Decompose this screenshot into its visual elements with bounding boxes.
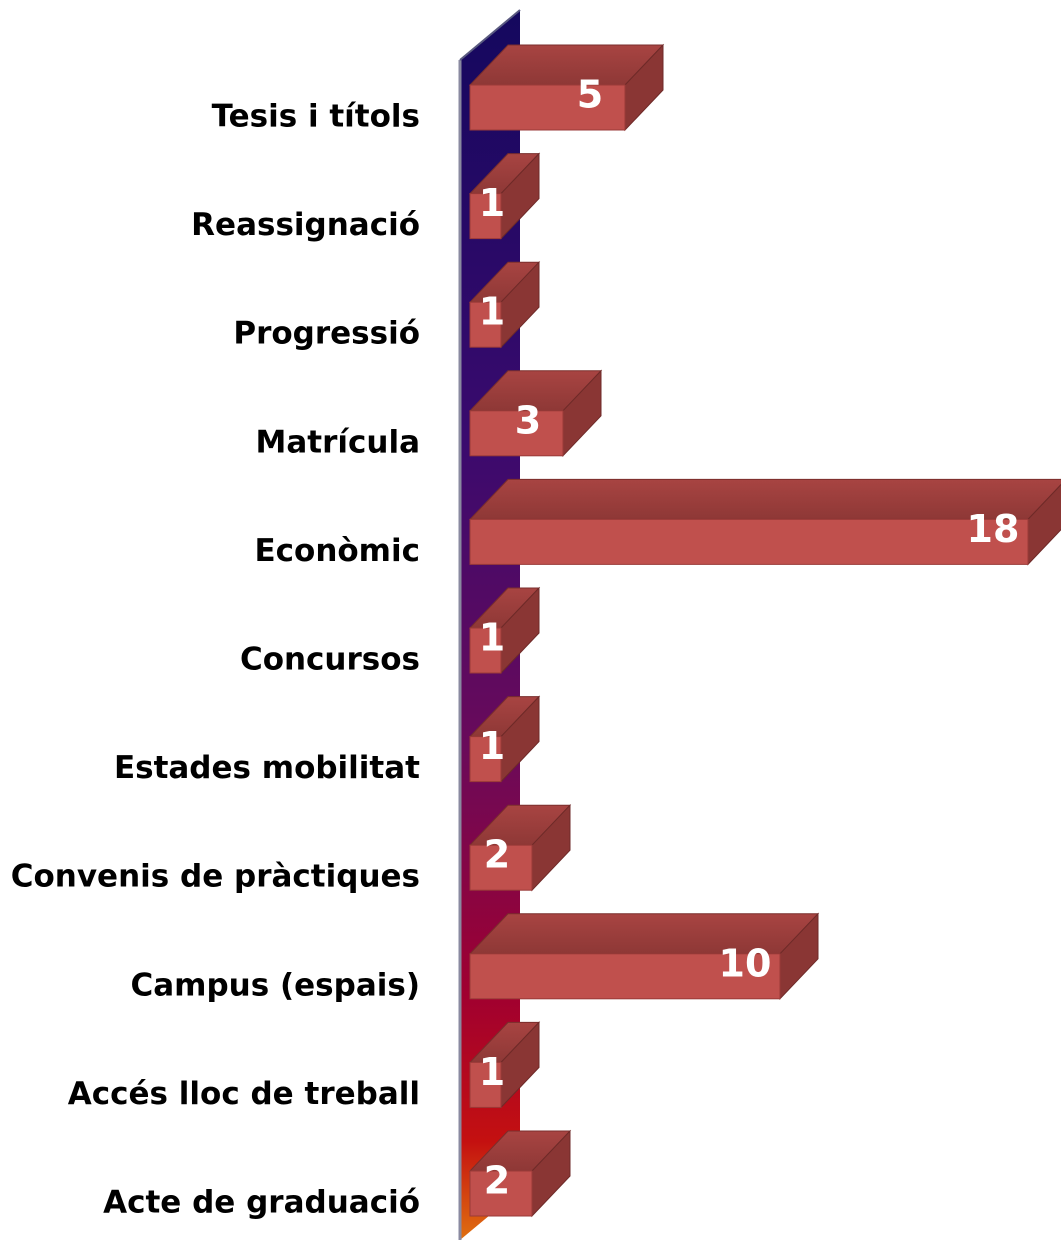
- category-label: Accés lloc de treball: [68, 1076, 420, 1112]
- bar: [469, 193, 502, 240]
- data-label: 5: [577, 73, 603, 117]
- category-label: Progressió: [233, 316, 420, 352]
- bar: [469, 627, 502, 674]
- bar: [469, 736, 502, 783]
- bar: [469, 301, 502, 348]
- data-label: 18: [967, 507, 1020, 551]
- category-label: Matrícula: [256, 424, 421, 460]
- wall-edge: [459, 9, 521, 61]
- category-label: Econòmic: [254, 533, 420, 569]
- bar: [469, 953, 781, 1000]
- bar: [469, 844, 533, 891]
- category-label: Acte de graduació: [103, 1185, 420, 1221]
- category-label: Tesis i títols: [212, 99, 420, 135]
- data-label: 1: [479, 1050, 505, 1094]
- bar: [469, 1061, 502, 1108]
- category-label: Reassignació: [191, 207, 420, 243]
- category-label: Estades mobilitat: [114, 750, 420, 786]
- data-label: 3: [515, 398, 541, 442]
- bar: [469, 84, 626, 131]
- data-label: 10: [719, 941, 772, 985]
- data-label: 1: [479, 181, 505, 225]
- data-label: 1: [479, 290, 505, 334]
- bar: [469, 410, 564, 457]
- category-label: Campus (espais): [131, 967, 420, 1003]
- data-label: 1: [479, 616, 505, 660]
- data-label: 2: [484, 833, 510, 877]
- bar: [469, 518, 1029, 565]
- data-label: 1: [479, 724, 505, 768]
- data-label: 2: [484, 1159, 510, 1203]
- category-label: Convenis de pràctiques: [11, 859, 420, 895]
- category-label: Concursos: [240, 642, 420, 678]
- bar: [469, 1170, 533, 1217]
